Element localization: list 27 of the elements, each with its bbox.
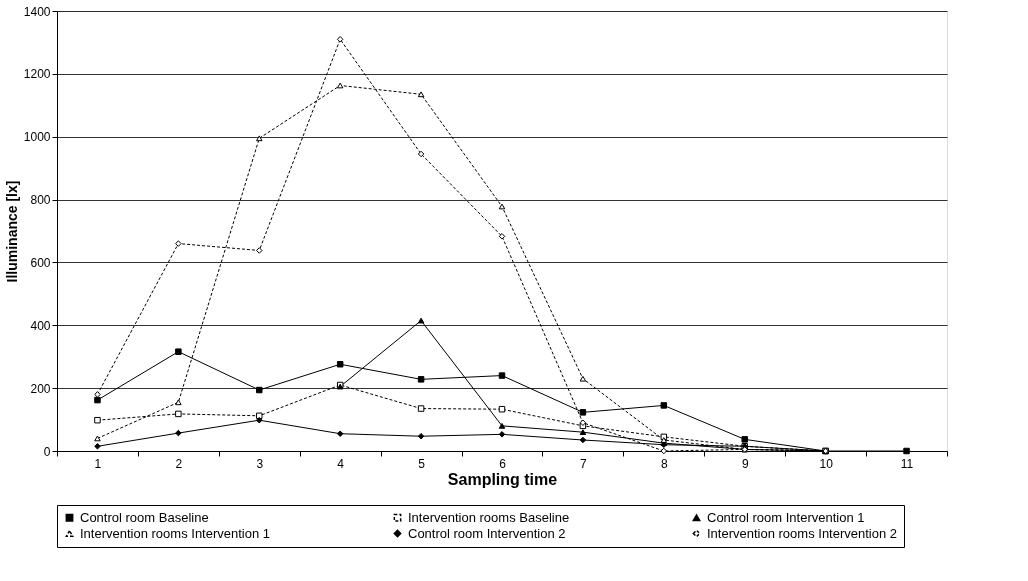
y-tick-label: 1000 (23, 130, 51, 145)
legend-label: Intervention rooms Intervention 2 (707, 525, 898, 541)
x-tick-label: 8 (660, 456, 668, 471)
y-tick-label: 800 (30, 193, 51, 208)
x-tick-label: 3 (256, 456, 264, 471)
y-tick-label: 200 (30, 381, 51, 396)
x-tick-label: 2 (175, 456, 183, 471)
x-tick-label: 11 (900, 456, 914, 471)
legend-label: Control room Intervention 2 (408, 525, 566, 541)
x-axis-title: Sampling time (447, 470, 558, 488)
y-tick-label: 1400 (23, 4, 51, 19)
y-tick-label: 600 (30, 255, 51, 270)
legend-label: Control room Intervention 1 (707, 509, 865, 525)
legend-label: Control room Baseline (80, 509, 209, 525)
x-tick-label: 1 (94, 456, 102, 471)
y-axis-title: Illuminance [lx] (3, 180, 20, 283)
y-tick-label: 400 (30, 318, 51, 333)
x-tick-label: 6 (499, 456, 507, 471)
y-tick-label: 0 (43, 444, 51, 459)
x-tick-label: 4 (337, 456, 345, 471)
x-tick-label: 7 (580, 456, 588, 471)
legend-label: Intervention rooms Intervention 1 (80, 525, 271, 541)
y-tick-label: 1200 (23, 67, 51, 82)
x-tick-label: 10 (819, 456, 834, 471)
legend-label: Intervention rooms Baseline (408, 509, 570, 525)
x-tick-label: 9 (741, 456, 749, 471)
x-tick-label: 5 (418, 456, 426, 471)
